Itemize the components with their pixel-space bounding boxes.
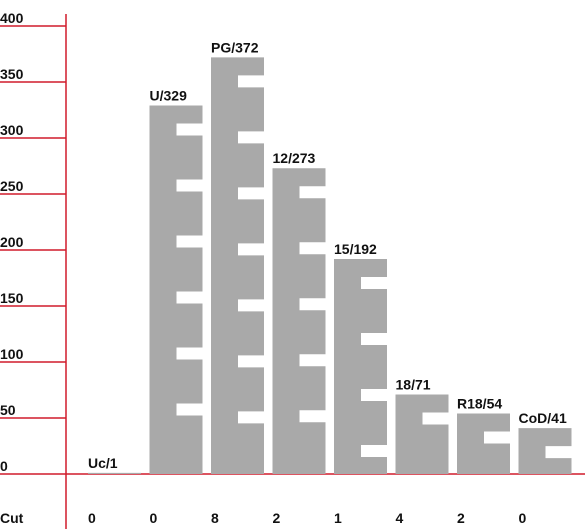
bar-data-label: 15/192: [334, 241, 377, 257]
y-tick-label: 300: [0, 122, 24, 138]
y-tick-label: 350: [0, 66, 24, 82]
bar: [334, 258, 387, 474]
y-tick-label: 0: [0, 458, 8, 474]
cut-value: 2: [457, 510, 465, 526]
cut-value: 0: [88, 510, 96, 526]
cut-row: Cut 0 0 8 2 1 4 2 0: [0, 510, 527, 526]
bar-data-label: U/329: [150, 88, 188, 104]
bar: [272, 168, 326, 475]
label-layer: Uc/1 U/329 PG/372 12/273 15/192 18/71 R18/54 Co…: [88, 39, 567, 471]
bar-data-label: Uc/1: [88, 455, 118, 471]
bar-data-label: R18/54: [457, 396, 502, 412]
cut-value: 4: [396, 510, 404, 526]
y-tick-label: 50: [0, 402, 16, 418]
y-tick-label: 100: [0, 346, 24, 362]
bar: [457, 413, 510, 474]
bar-layer: [88, 57, 572, 475]
bar: [395, 394, 449, 474]
y-tick-label: 250: [0, 178, 24, 194]
y-tick-label: 150: [0, 290, 24, 306]
cut-value: 2: [273, 510, 281, 526]
bar: [518, 428, 572, 474]
bar-data-label: PG/372: [211, 39, 259, 55]
bar-data-label: 12/273: [273, 150, 316, 166]
bar: [88, 472, 141, 474]
bar-data-label: CoD/41: [519, 410, 567, 426]
cut-value: 0: [519, 510, 527, 526]
y-tick-label: 400: [0, 10, 24, 26]
cut-value: 0: [150, 510, 158, 526]
y-tick-label: 200: [0, 234, 24, 250]
bar: [211, 57, 264, 475]
bar-data-label: 18/71: [396, 376, 431, 392]
cut-row-title: Cut: [0, 510, 24, 526]
cut-value: 8: [211, 510, 219, 526]
cut-value: 1: [334, 510, 342, 526]
bar: [149, 105, 203, 475]
